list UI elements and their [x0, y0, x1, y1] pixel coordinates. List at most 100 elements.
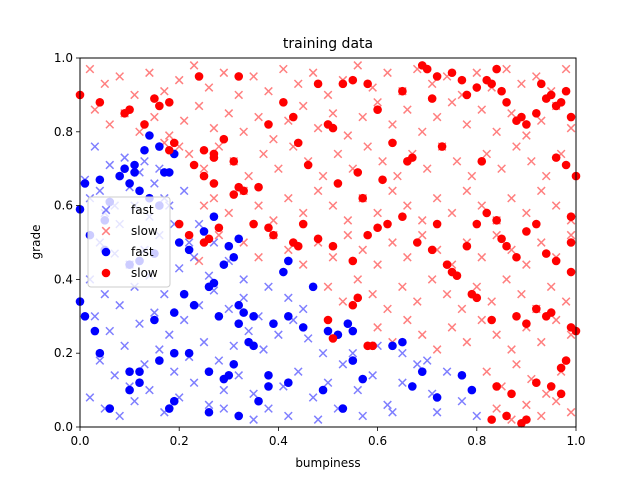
data-point — [150, 308, 159, 317]
data-point — [308, 393, 318, 402]
data-point — [145, 131, 154, 140]
legend-marker — [101, 268, 111, 278]
y-axis-label: grade — [29, 225, 43, 260]
data-point — [328, 334, 338, 343]
data-point — [442, 289, 452, 299]
data-point — [432, 219, 442, 229]
data-point — [254, 396, 263, 406]
data-point — [541, 171, 551, 181]
data-point — [174, 75, 184, 85]
data-point — [408, 153, 417, 162]
data-point — [497, 86, 506, 96]
data-point — [95, 97, 105, 107]
data-point — [145, 68, 154, 78]
data-point — [164, 131, 174, 140]
data-point — [383, 68, 392, 78]
data-point — [323, 326, 333, 336]
data-point — [422, 64, 432, 74]
data-point — [457, 371, 467, 380]
data-point — [249, 389, 258, 399]
data-point — [284, 256, 293, 266]
data-point — [269, 134, 278, 144]
data-point — [532, 304, 541, 314]
data-point — [348, 75, 358, 85]
data-point — [398, 337, 407, 347]
data-point — [219, 68, 229, 78]
data-point — [507, 193, 516, 203]
data-point — [204, 400, 214, 410]
data-point — [199, 201, 209, 210]
data-point — [234, 182, 244, 192]
data-point — [249, 415, 258, 424]
y-axis: 0.0 0.2 0.4 0.6 0.8 1.0 — [54, 51, 80, 434]
points-layer — [75, 61, 581, 428]
data-point — [432, 345, 442, 354]
data-point — [209, 193, 219, 203]
data-point — [150, 112, 159, 122]
data-point — [209, 149, 219, 159]
data-point — [234, 371, 244, 380]
legend-box — [87, 196, 171, 288]
data-point — [556, 97, 566, 107]
data-point — [343, 319, 353, 328]
data-point — [388, 186, 397, 196]
data-point — [293, 367, 303, 376]
data-point — [214, 230, 224, 240]
data-point — [115, 72, 125, 81]
data-point — [169, 367, 179, 376]
data-point — [561, 64, 571, 74]
data-point — [135, 127, 144, 137]
data-point — [403, 105, 412, 114]
data-point — [85, 64, 95, 74]
data-point — [264, 223, 273, 233]
data-point — [194, 219, 204, 229]
data-point — [150, 179, 159, 188]
data-point — [507, 389, 516, 399]
data-point — [507, 109, 516, 118]
data-point — [388, 341, 397, 351]
data-point — [279, 64, 288, 74]
data-point — [184, 348, 194, 358]
data-point — [338, 404, 348, 413]
data-point — [467, 385, 477, 395]
data-point — [551, 396, 561, 406]
data-point — [427, 275, 437, 284]
data-point — [442, 367, 452, 376]
data-point — [502, 64, 511, 74]
data-point — [437, 142, 447, 151]
data-point — [532, 219, 541, 229]
data-point — [189, 160, 199, 170]
data-point — [348, 348, 358, 358]
data-point — [169, 396, 179, 406]
data-point — [517, 289, 526, 299]
data-point — [259, 149, 268, 159]
data-point — [249, 219, 258, 229]
data-point — [115, 411, 125, 421]
data-point — [164, 404, 174, 413]
data-point — [333, 179, 343, 188]
data-point — [417, 230, 427, 240]
data-point — [254, 182, 263, 192]
data-point — [462, 120, 472, 129]
data-point — [353, 293, 363, 303]
data-point — [517, 79, 526, 89]
data-point — [184, 149, 194, 159]
data-point — [298, 304, 308, 314]
data-point — [492, 382, 501, 391]
data-point — [283, 293, 293, 303]
data-point — [551, 315, 561, 325]
data-point — [283, 245, 293, 255]
legend-label: slow — [131, 224, 158, 238]
legend: fast slow fast slow — [87, 196, 171, 288]
data-point — [95, 186, 105, 196]
data-point — [174, 238, 184, 247]
data-point — [284, 312, 293, 321]
data-point — [566, 407, 576, 417]
data-point — [398, 86, 407, 96]
data-point — [358, 411, 368, 421]
data-point — [224, 241, 234, 251]
data-point — [95, 175, 105, 185]
data-point — [169, 308, 179, 317]
data-point — [348, 256, 358, 266]
y-tick-label: 1.0 — [54, 51, 73, 65]
